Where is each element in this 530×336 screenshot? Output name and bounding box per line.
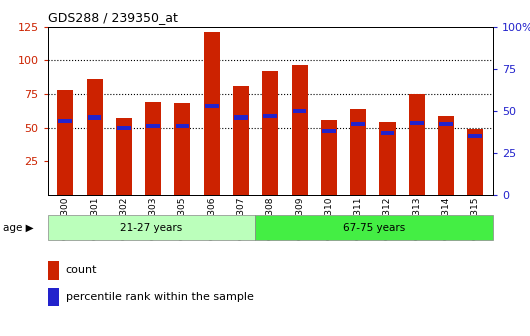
Bar xyxy=(322,129,335,133)
Text: count: count xyxy=(66,265,97,275)
Bar xyxy=(409,94,425,195)
Bar xyxy=(57,90,73,195)
Bar xyxy=(321,120,337,195)
Text: 67-75 years: 67-75 years xyxy=(343,223,405,233)
Bar xyxy=(205,104,218,108)
Bar xyxy=(469,134,482,138)
Text: percentile rank within the sample: percentile rank within the sample xyxy=(66,292,253,302)
Bar xyxy=(255,215,493,240)
Bar xyxy=(48,288,59,306)
Bar xyxy=(351,122,365,126)
Text: age ▶: age ▶ xyxy=(3,223,33,233)
Bar xyxy=(379,122,395,195)
Bar xyxy=(145,102,161,195)
Bar xyxy=(292,65,307,195)
Bar xyxy=(117,126,131,130)
Bar xyxy=(116,118,132,195)
Bar xyxy=(467,129,483,195)
Bar xyxy=(175,124,189,128)
Bar xyxy=(381,131,394,135)
Bar xyxy=(410,121,423,125)
Bar xyxy=(234,116,248,120)
Text: GDS288 / 239350_at: GDS288 / 239350_at xyxy=(48,11,178,24)
Bar xyxy=(58,119,72,123)
Bar xyxy=(350,109,366,195)
Bar xyxy=(86,79,103,195)
Bar xyxy=(48,215,255,240)
Bar xyxy=(439,122,453,126)
Bar xyxy=(262,71,278,195)
Bar xyxy=(48,261,59,280)
Bar xyxy=(88,116,101,120)
Bar xyxy=(293,109,306,113)
Bar xyxy=(233,86,249,195)
Bar xyxy=(263,114,277,118)
Text: 21-27 years: 21-27 years xyxy=(120,223,183,233)
Bar xyxy=(204,32,220,195)
Bar xyxy=(174,103,190,195)
Bar xyxy=(438,116,454,195)
Bar xyxy=(146,124,160,128)
